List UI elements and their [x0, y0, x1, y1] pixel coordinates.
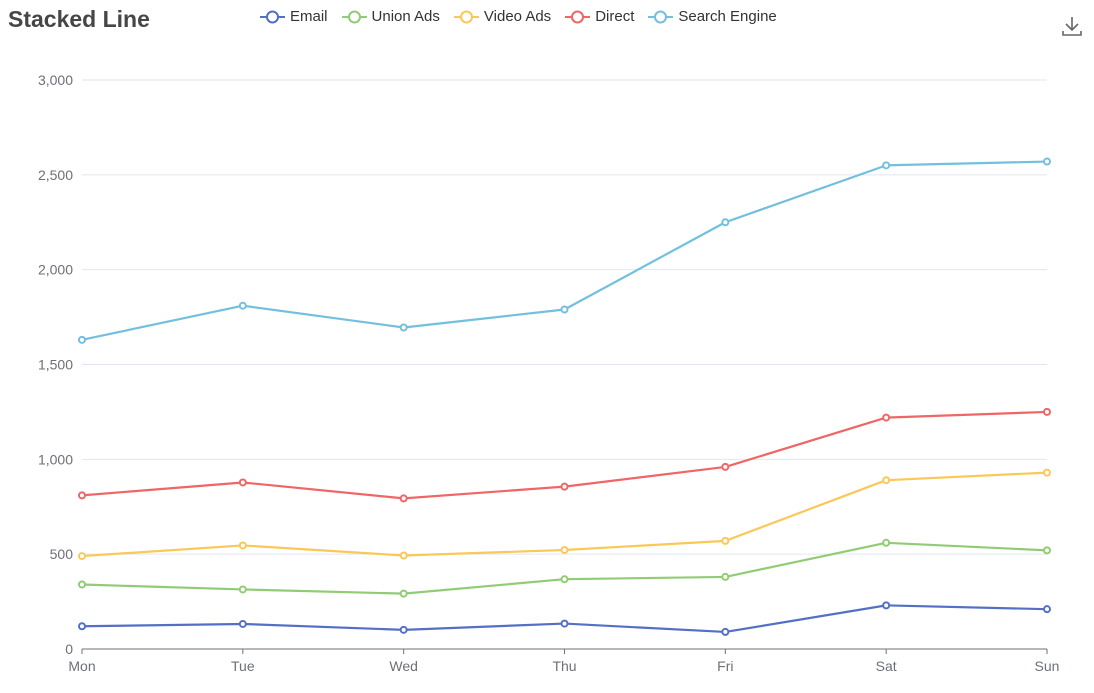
legend-swatch — [648, 10, 674, 23]
legend-label: Union Ads — [371, 8, 440, 25]
data-point — [78, 622, 86, 631]
y-tick-label: 2,500 — [38, 167, 73, 183]
data-point — [238, 585, 247, 594]
data-point — [560, 575, 569, 584]
legend-item-union-ads[interactable]: Union Ads — [341, 8, 440, 25]
legend-label: Email — [290, 8, 328, 25]
data-point — [721, 536, 730, 545]
data-point — [78, 580, 86, 589]
chart-title: Stacked Line — [8, 6, 150, 32]
data-point — [1043, 546, 1051, 555]
x-tick-label: Thu — [552, 658, 576, 674]
x-tick-label: Fri — [717, 658, 733, 674]
x-tick-label: Wed — [389, 658, 418, 674]
legend-swatch — [341, 10, 367, 23]
y-tick-label: 1,500 — [38, 357, 73, 373]
data-point — [1043, 605, 1051, 614]
data-point — [721, 218, 730, 227]
data-point — [78, 335, 86, 344]
data-point — [721, 627, 730, 636]
data-point — [238, 301, 247, 310]
legend: Email Union Ads Video Ads Direct Search Engi… — [260, 8, 777, 25]
legend-label: Direct — [595, 8, 635, 25]
data-point — [238, 619, 247, 628]
data-point — [399, 551, 408, 560]
data-point — [399, 589, 408, 598]
legend-label: Video Ads — [483, 8, 552, 25]
series-line-email — [81, 604, 1048, 634]
y-tick-label: 2,000 — [38, 262, 73, 278]
x-tick-label: Sun — [1035, 658, 1060, 674]
legend-swatch — [453, 10, 479, 23]
data-point — [78, 491, 86, 500]
y-tick-label: 0 — [65, 641, 73, 657]
legend-item-video-ads[interactable]: Video Ads — [453, 8, 552, 25]
legend-label: Search Engine — [678, 8, 777, 25]
data-point — [399, 625, 408, 634]
data-point — [721, 462, 730, 471]
legend-swatch — [565, 10, 591, 23]
legend-item-search-engine[interactable]: Search Engine — [648, 8, 777, 25]
data-point — [882, 161, 891, 170]
legend-swatch — [260, 10, 285, 23]
x-tick-label: Mon — [68, 658, 95, 674]
data-point — [399, 494, 408, 503]
data-point — [882, 413, 891, 422]
data-point — [882, 476, 891, 485]
y-tick-label: 500 — [50, 546, 74, 562]
data-point — [721, 572, 730, 581]
data-point — [560, 545, 569, 554]
legend-item-email[interactable]: Email — [260, 8, 328, 25]
data-point — [1043, 157, 1051, 166]
x-tick-label: Tue — [231, 658, 255, 674]
y-tick-label: 1,000 — [38, 451, 73, 467]
data-point — [882, 538, 891, 547]
data-point — [399, 323, 408, 332]
download-icon[interactable] — [1060, 14, 1084, 38]
data-point — [560, 305, 569, 314]
x-tick-label: Sat — [876, 658, 897, 674]
data-point — [560, 619, 569, 628]
data-point — [1043, 468, 1051, 477]
data-point — [560, 482, 569, 491]
data-point — [882, 601, 891, 610]
data-point — [238, 478, 247, 487]
y-tick-label: 3,000 — [38, 72, 73, 88]
data-point — [1043, 407, 1051, 416]
legend-item-direct[interactable]: Direct — [565, 8, 634, 25]
data-point — [78, 552, 86, 561]
data-point — [238, 541, 247, 550]
